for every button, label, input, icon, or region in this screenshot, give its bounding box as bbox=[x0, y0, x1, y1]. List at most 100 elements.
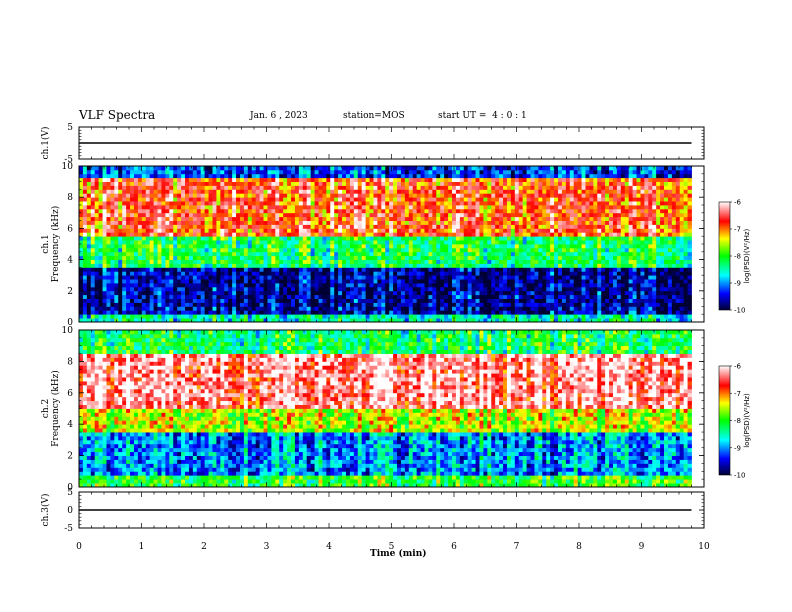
spectrogram-cell bbox=[522, 205, 527, 210]
spectrogram-cell bbox=[228, 236, 233, 241]
spectrogram-cell bbox=[82, 181, 88, 186]
spectrogram-cell bbox=[558, 212, 563, 218]
spectrogram-cell bbox=[122, 197, 127, 202]
spectrogram-cell bbox=[393, 259, 398, 264]
spectrogram-cell bbox=[561, 283, 567, 288]
spectrogram-cell bbox=[361, 201, 367, 206]
spectrogram-cell bbox=[204, 240, 209, 245]
spectrogram-cell bbox=[294, 181, 300, 186]
spectrogram-cell bbox=[436, 283, 441, 288]
spectrogram-cell bbox=[255, 271, 261, 276]
spectrogram-cell bbox=[330, 259, 335, 264]
spectrogram-cell bbox=[298, 220, 304, 225]
spectrogram-cell bbox=[565, 271, 571, 276]
spectrogram-cell bbox=[145, 255, 151, 260]
spectrogram-cell bbox=[338, 232, 343, 237]
spectrogram-cell bbox=[161, 220, 166, 225]
spectrogram-cell bbox=[267, 240, 272, 245]
spectrogram-cell bbox=[310, 298, 315, 303]
spectrogram-cell bbox=[369, 201, 374, 206]
spectrogram-cell bbox=[495, 189, 500, 194]
spectrogram-cell bbox=[98, 251, 103, 257]
spectrogram-cell bbox=[149, 271, 154, 276]
spectrogram-cell bbox=[114, 286, 119, 292]
spectrogram-cell bbox=[137, 271, 143, 276]
spectrogram-cell bbox=[334, 294, 339, 299]
spectrogram-cell bbox=[212, 185, 217, 190]
spectrogram-cell bbox=[188, 166, 194, 171]
spectrogram-cell bbox=[499, 267, 504, 272]
spectrogram-cell bbox=[181, 310, 186, 315]
spectrogram-cell bbox=[424, 208, 429, 214]
spectrogram-cell bbox=[373, 185, 378, 190]
spectrogram-cell bbox=[381, 236, 386, 241]
spectrogram-cell bbox=[330, 201, 335, 206]
spectrogram-cell bbox=[534, 189, 539, 194]
spectrogram-cell bbox=[538, 212, 543, 218]
spectrogram-cell bbox=[479, 244, 484, 249]
spectrogram-cell bbox=[530, 224, 535, 229]
spectrogram-cell bbox=[546, 314, 551, 319]
spectrogram-cell bbox=[263, 201, 268, 206]
spectrogram-cell bbox=[122, 314, 127, 319]
spectrogram-cell bbox=[452, 169, 457, 175]
spectrogram-cell bbox=[518, 286, 524, 292]
spectrogram-cell bbox=[326, 173, 331, 179]
spectrogram-cell bbox=[455, 240, 461, 245]
spectrogram-cell bbox=[342, 166, 347, 171]
spectrogram-cell bbox=[334, 286, 339, 292]
spectrogram-cell bbox=[157, 216, 162, 221]
spectrogram-cell bbox=[149, 216, 154, 221]
spectrogram-cell bbox=[145, 259, 151, 264]
spectrogram-cell bbox=[334, 197, 339, 202]
spectrogram-cell bbox=[287, 240, 292, 245]
spectrogram-cell bbox=[373, 314, 378, 319]
spectrogram-cell bbox=[185, 255, 190, 260]
spectrogram-cell bbox=[224, 279, 229, 284]
spectrogram-cell bbox=[452, 314, 457, 319]
spectrogram-cell bbox=[98, 271, 103, 276]
spectrogram-cell bbox=[444, 173, 449, 179]
spectrogram-cell bbox=[345, 220, 351, 225]
spectrogram-cell bbox=[381, 290, 386, 296]
spectrogram-cell bbox=[467, 212, 473, 218]
spectrogram-cell bbox=[322, 302, 327, 307]
spectrogram-cell bbox=[79, 232, 84, 237]
spectrogram-cell bbox=[247, 185, 253, 190]
spectrogram-cell bbox=[165, 294, 170, 299]
spectrogram-cell bbox=[526, 189, 531, 194]
spectrogram-cell bbox=[185, 275, 190, 280]
spectrogram-cell bbox=[369, 208, 374, 214]
spectrogram-cell bbox=[475, 244, 480, 249]
spectrogram-cell bbox=[106, 251, 111, 257]
spectrogram-cell bbox=[416, 240, 421, 245]
spectrogram-cell bbox=[157, 185, 162, 190]
spectrogram-cell bbox=[393, 279, 398, 284]
spectrogram-cell bbox=[247, 298, 253, 303]
spectrogram-cell bbox=[412, 251, 418, 257]
spectrogram-cell bbox=[122, 294, 127, 299]
spectrogram-cell bbox=[455, 189, 461, 194]
spectrogram-cell bbox=[291, 255, 296, 260]
spectrogram-cell bbox=[452, 255, 457, 260]
spectrogram-cell bbox=[137, 302, 143, 307]
spectrogram-cell bbox=[102, 279, 107, 284]
spectrogram-cell bbox=[436, 205, 441, 210]
spectrogram-cell bbox=[338, 286, 343, 292]
spectrogram-cell bbox=[330, 247, 335, 253]
spectrogram-cell bbox=[440, 236, 445, 241]
spectrogram-cell bbox=[561, 286, 567, 292]
spectrogram-cell bbox=[369, 166, 374, 171]
spectrogram-cell bbox=[114, 173, 119, 179]
spectrogram-cell bbox=[82, 271, 88, 276]
spectrogram-cell bbox=[538, 263, 543, 268]
spectrogram-cell bbox=[283, 294, 288, 299]
spectrogram-cell bbox=[161, 251, 166, 257]
spectrogram-cell bbox=[381, 181, 386, 186]
spectrogram-cell bbox=[495, 244, 500, 249]
spectrogram-cell bbox=[463, 205, 469, 210]
spectrogram-cell bbox=[271, 166, 276, 171]
spectrogram-cell bbox=[298, 189, 304, 194]
spectrogram-cell bbox=[130, 302, 135, 307]
spectrogram-cell bbox=[530, 314, 535, 319]
